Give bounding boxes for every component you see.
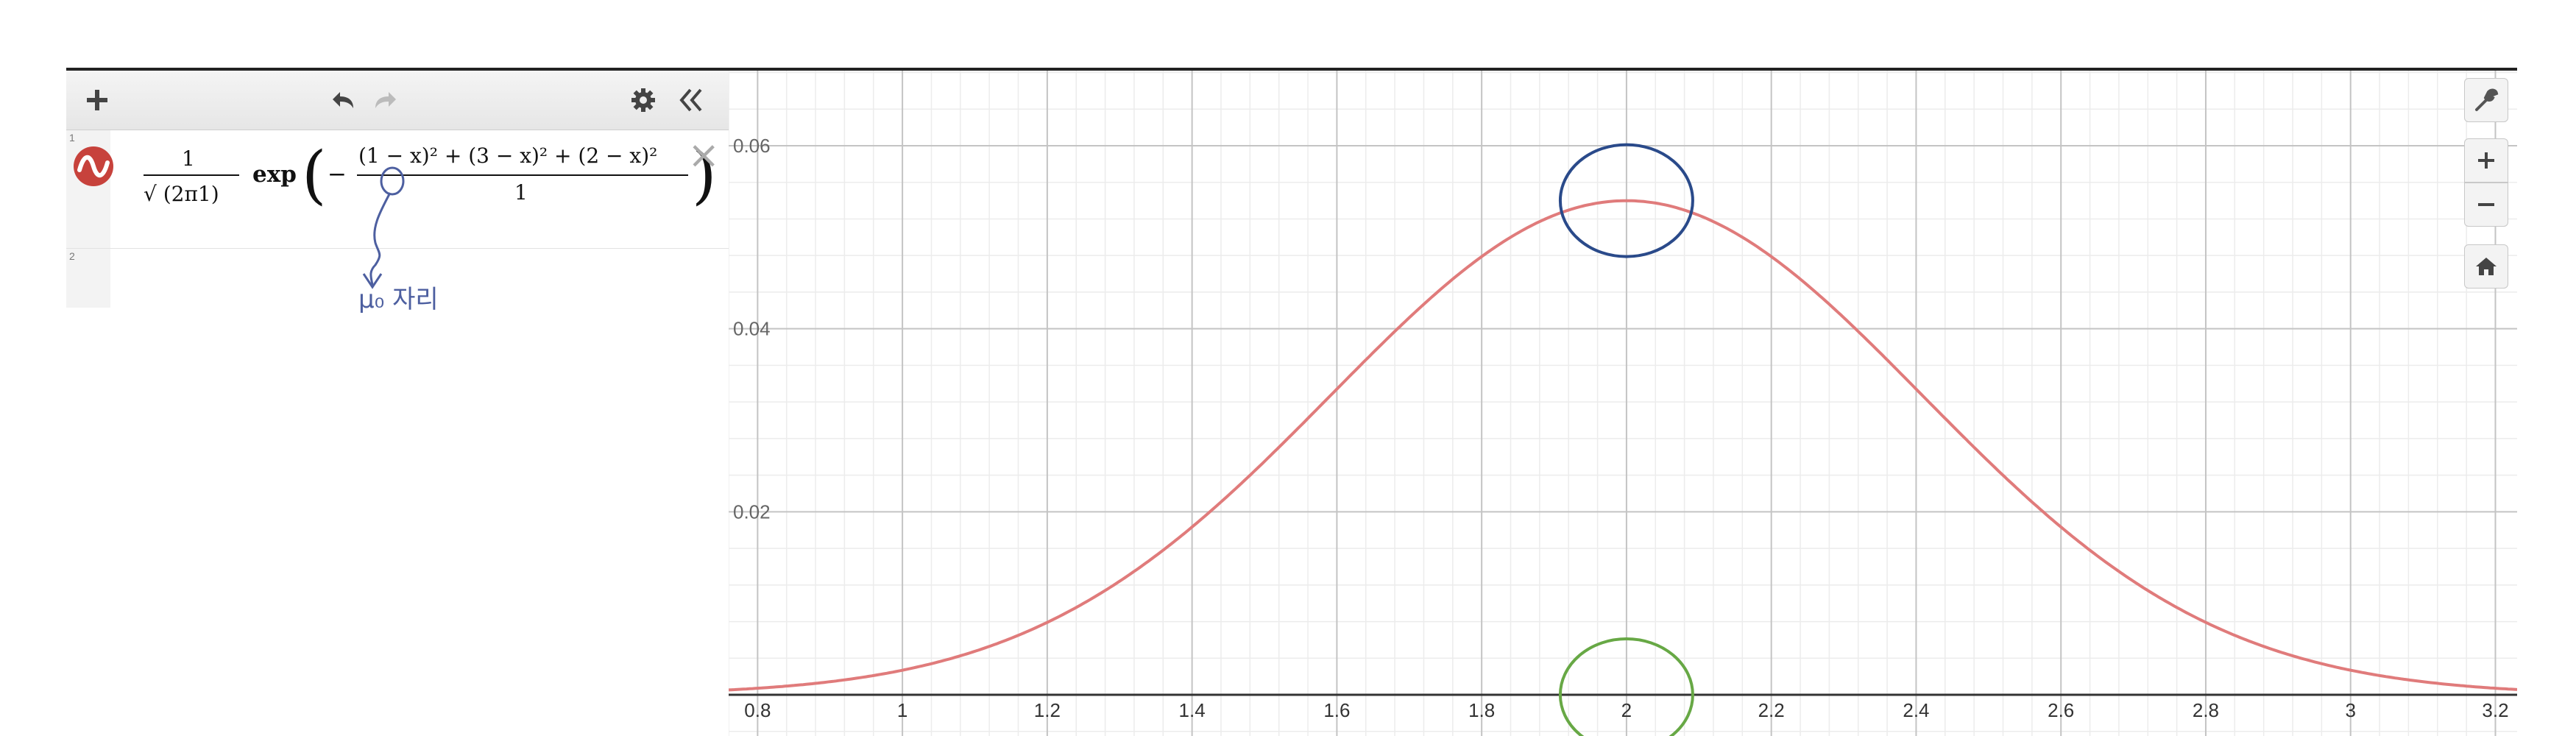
exp-function: exp: [252, 161, 297, 188]
redo-icon: [375, 92, 396, 108]
x-tick-label: 0.8: [744, 699, 771, 721]
expression-row[interactable]: 2: [66, 249, 729, 308]
x-tick-label: 1.6: [1323, 699, 1350, 721]
peak-highlight-circle: [1558, 143, 1694, 258]
undo-button[interactable]: [325, 82, 361, 118]
y-tick-label: 0.02: [733, 500, 771, 523]
add-icon: [87, 90, 107, 110]
undo-icon: [333, 92, 353, 108]
wrench-icon: [2475, 88, 2499, 111]
x-tick-label: 3.2: [2482, 699, 2508, 721]
fraction-denominator: 1: [514, 180, 528, 205]
graph-settings-button[interactable]: [2464, 78, 2508, 122]
top-border: [66, 68, 2517, 71]
graph-area[interactable]: 0.8 1 1.2 1.4 1.6 1.8 2 2.2 2.4 2.6 2.8 3 3.2 0.02 0.0…: [729, 71, 2517, 736]
expression-row[interactable]: 1 1 √ (2π1) exp ( − (1 − x)² + (3 − x)² …: [66, 130, 729, 249]
redo-button[interactable]: [368, 82, 403, 118]
expression-toolbar: [66, 71, 729, 130]
zoom-in-button[interactable]: [2464, 138, 2508, 183]
x-tick-label: 2.2: [1758, 699, 1785, 721]
x-tick-label: 1.8: [1468, 699, 1495, 721]
row-gutter: [66, 249, 110, 308]
zoom-in-icon: [2478, 152, 2494, 169]
zoom-out-button[interactable]: [2464, 183, 2508, 227]
add-expression-button[interactable]: [79, 82, 115, 118]
expression-list: 1 1 √ (2π1) exp ( − (1 − x)² + (3 − x)² …: [66, 130, 729, 308]
graph-color-icon[interactable]: [74, 146, 113, 186]
collapse-panel-button[interactable]: [674, 82, 710, 118]
y-tick-label: 0.06: [733, 135, 771, 157]
coef-numerator: 1: [182, 146, 195, 171]
gaussian-curve: [729, 199, 2517, 692]
row-number: 2: [69, 250, 75, 262]
wave-icon: [77, 155, 110, 178]
home-icon: [2476, 258, 2497, 275]
right-paren: ): [692, 138, 717, 212]
row-number: 1: [69, 132, 75, 144]
left-paren: (: [302, 138, 327, 212]
y-tick-label: 0.04: [733, 318, 771, 340]
x-tick-label: 2.8: [2193, 699, 2219, 721]
x-tick-label: 2: [1621, 699, 1632, 721]
graph-canvas[interactable]: 0.8 1 1.2 1.4 1.6 1.8 2 2.2 2.4 2.6 2.8 3 3.2 0.02 0.0…: [729, 71, 2517, 736]
coef-denominator: √ (2π1): [144, 182, 219, 206]
minus-sign: −: [328, 161, 347, 188]
gear-icon: [631, 88, 655, 112]
fraction-bar: [357, 174, 688, 176]
x-tick-label: 2.6: [2048, 699, 2074, 721]
collapse-icon: [679, 88, 702, 112]
fraction-numerator: (1 − x)² + (3 − x)² + (2 − x)²: [358, 144, 658, 168]
zoom-out-icon: [2478, 203, 2494, 206]
x-tick-label: 2.4: [1903, 699, 1929, 721]
x-tick-label: 3: [2345, 699, 2355, 721]
x-tick-label: 1.2: [1034, 699, 1061, 721]
x-tick-label: 1.4: [1179, 699, 1206, 721]
axis-highlight-circle: [1558, 637, 1694, 736]
default-viewport-button[interactable]: [2464, 244, 2508, 289]
settings-button[interactable]: [626, 82, 661, 118]
expression-panel: 1 1 √ (2π1) exp ( − (1 − x)² + (3 − x)² …: [66, 71, 729, 736]
x-tick-label: 1: [897, 699, 907, 721]
coef-fraction-bar: [144, 174, 239, 176]
delete-expression-button[interactable]: ×: [687, 133, 720, 177]
